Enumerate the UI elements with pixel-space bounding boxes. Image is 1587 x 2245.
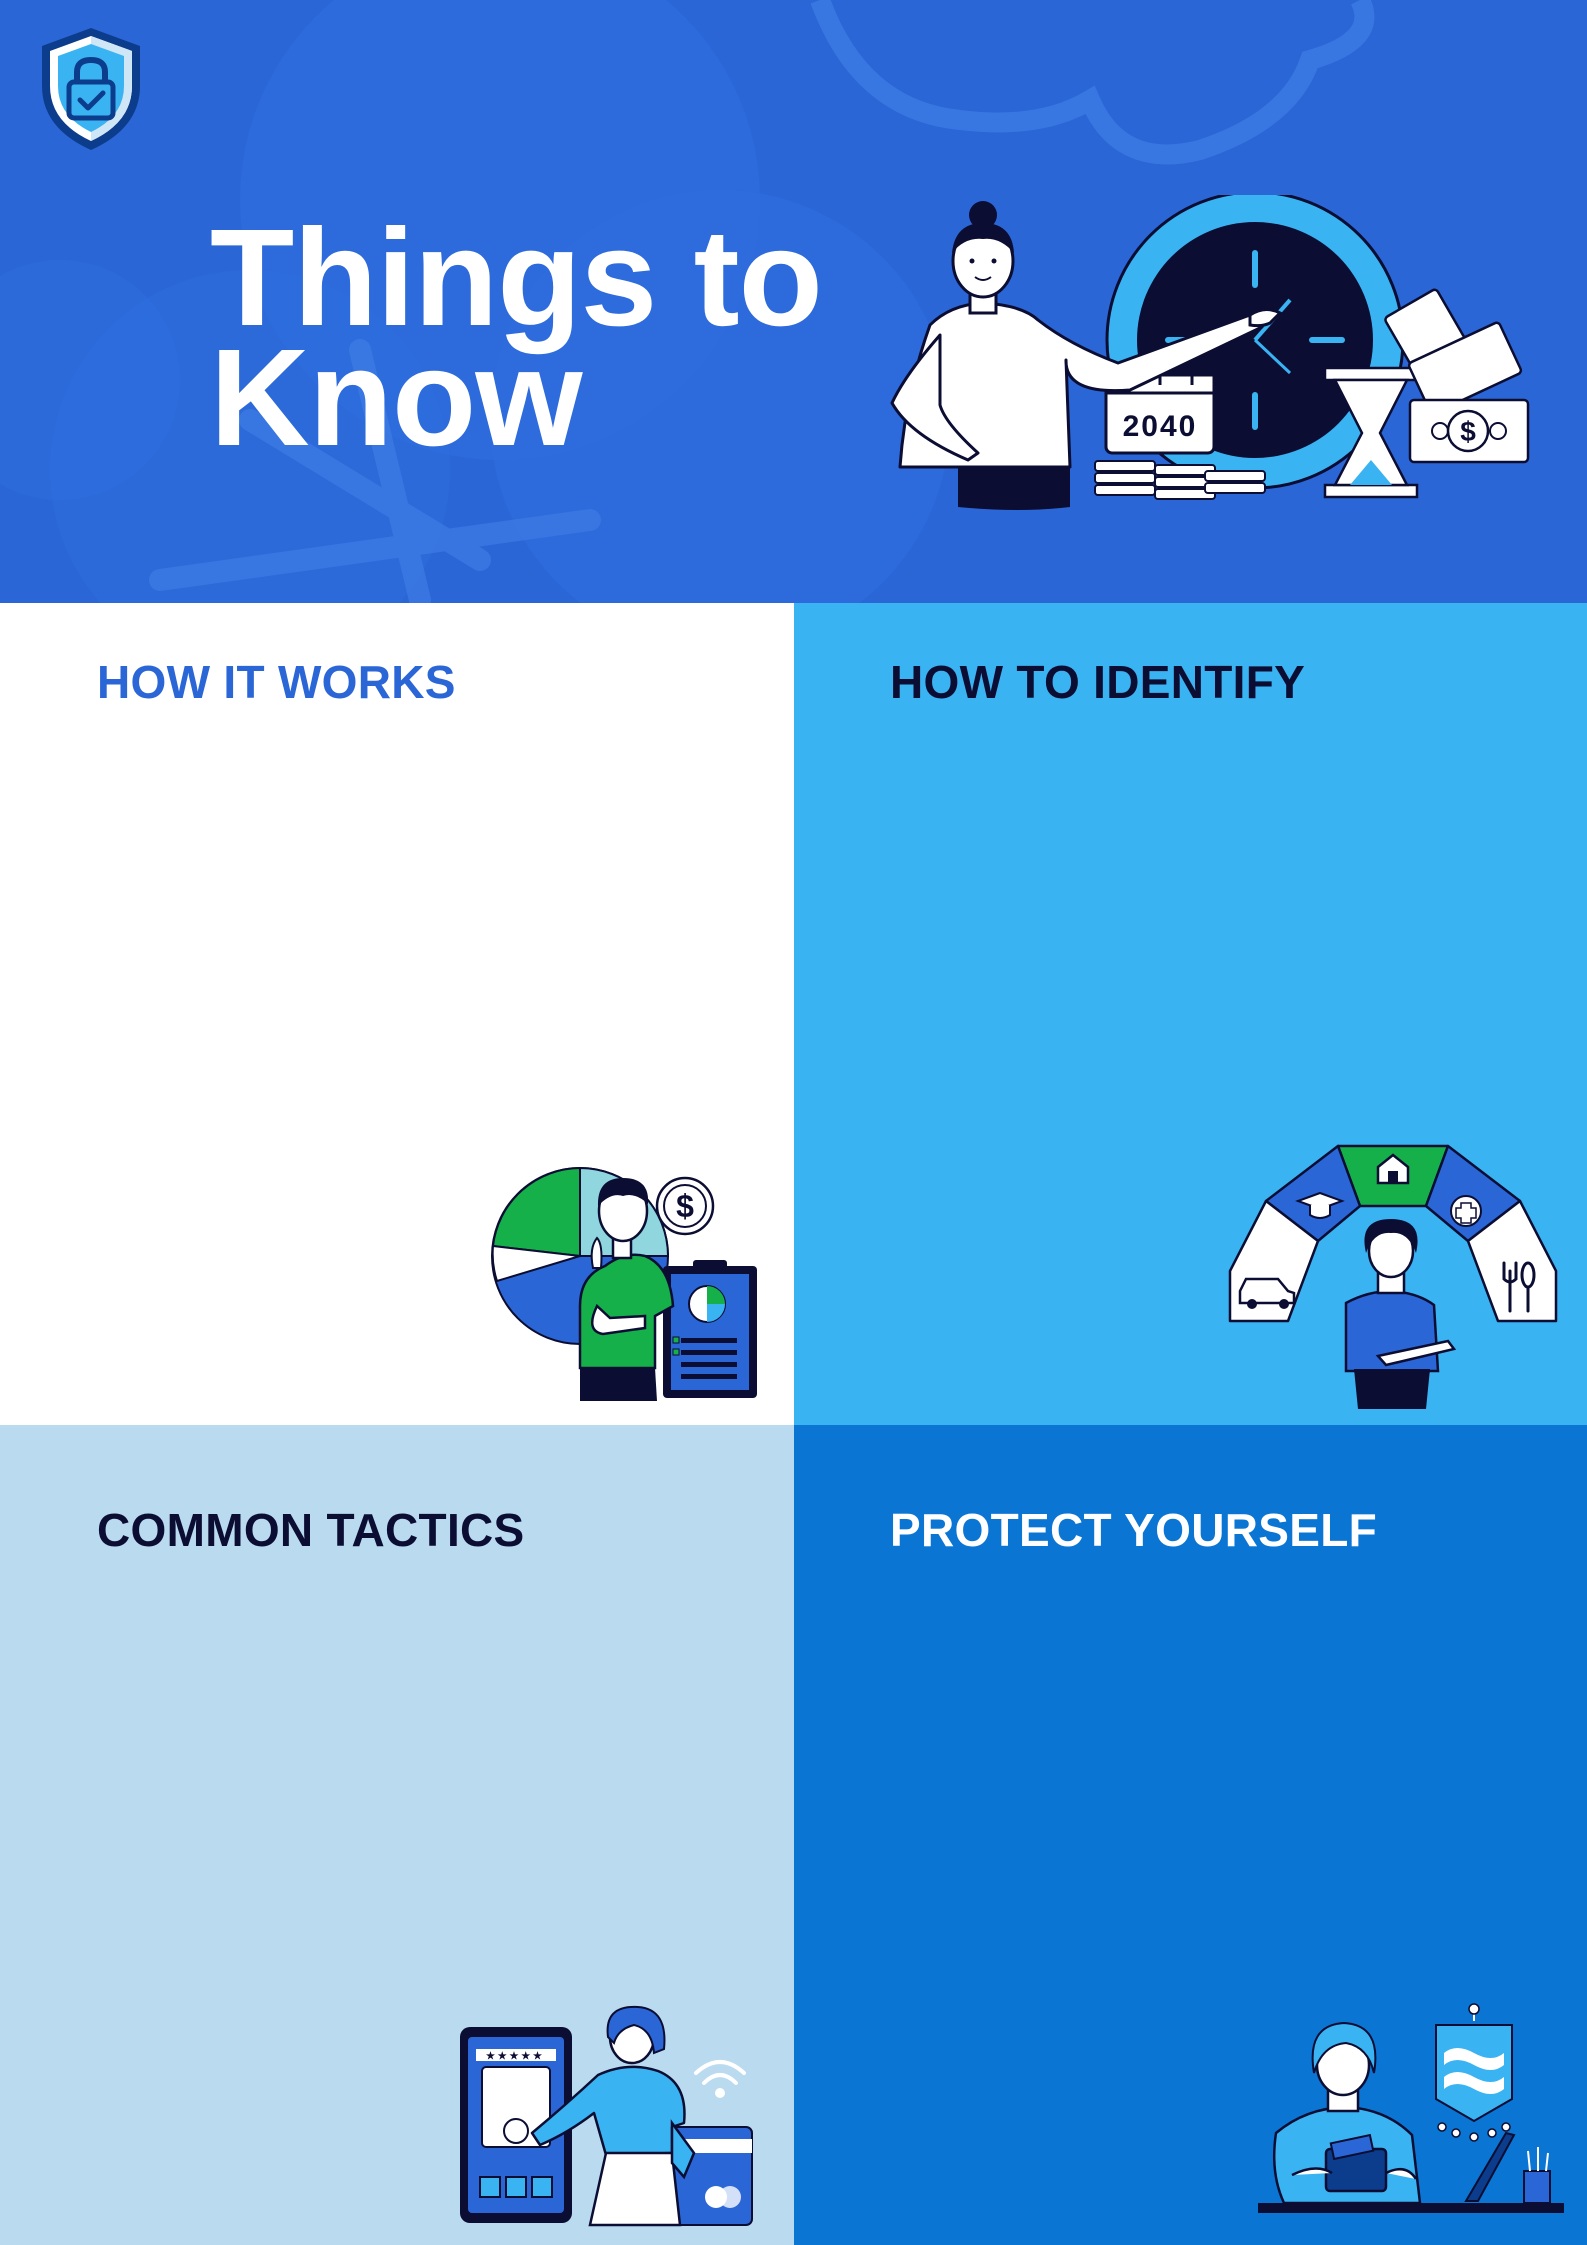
section-common-tactics: COMMON TACTICS ★ ★ ★ ★ ★	[0, 1425, 794, 2245]
svg-text:★ ★ ★ ★ ★: ★ ★ ★ ★ ★	[486, 2051, 542, 2062]
header-background-shapes	[0, 0, 1375, 603]
title-line-1: Things to	[210, 201, 823, 355]
section-protect-yourself: PROTECT YOURSELF	[794, 1425, 1587, 2245]
section-heading: HOW TO IDENTIFY	[890, 656, 1306, 708]
section-heading: PROTECT YOURSELF	[890, 1504, 1377, 1556]
title-line-2: Know	[210, 321, 583, 475]
svg-text:$: $	[676, 1188, 694, 1224]
section-heading: HOW IT WORKS	[97, 656, 456, 708]
section-heading: COMMON TACTICS	[97, 1504, 525, 1556]
shield-lock-icon	[42, 28, 140, 150]
page-title: Things to Know	[210, 201, 823, 475]
hero-illustration: 2040 $	[890, 195, 1530, 510]
svg-text:$: $	[1460, 416, 1476, 447]
pie-chart-person-illustration: $	[491, 1166, 757, 1401]
section-how-to-identify: HOW TO IDENTIFY	[794, 603, 1587, 1425]
header-banner: Things to Know	[0, 0, 1587, 603]
calendar-year-label: 2040	[1123, 410, 1198, 443]
phone-payment-person-illustration: ★ ★ ★ ★ ★	[460, 2005, 753, 2227]
section-how-it-works: HOW IT WORKS $	[0, 603, 794, 1425]
expense-categories-person-illustration	[1228, 1144, 1558, 1409]
wallet-desk-person-illustration	[1258, 2003, 1564, 2213]
